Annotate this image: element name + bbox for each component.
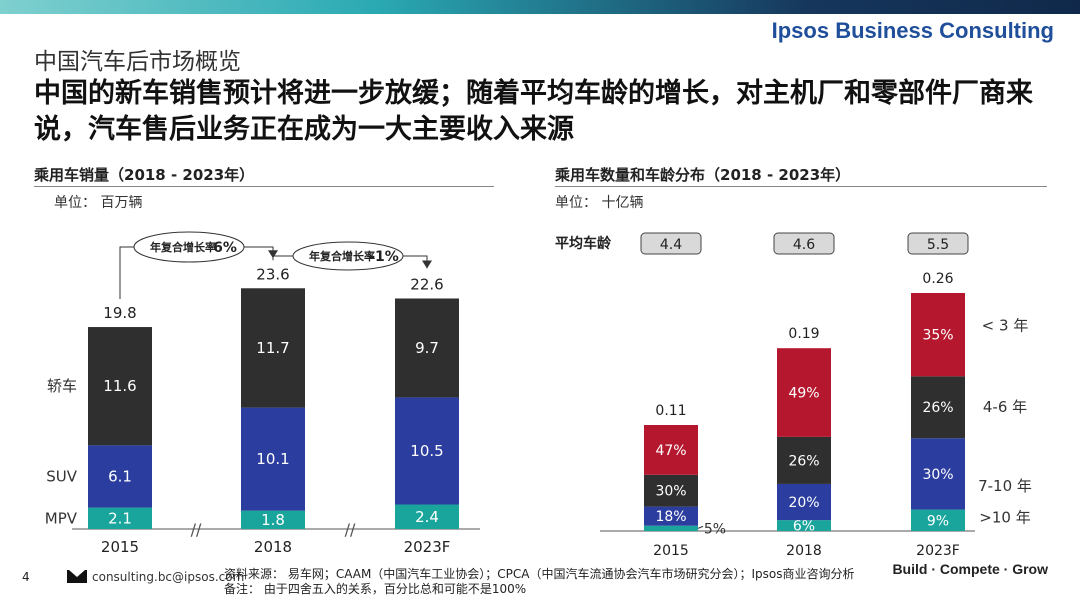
bar-2018-< 3 年 (777, 348, 831, 437)
avg-age-label: 平均车龄 (555, 235, 612, 252)
data-label-2023F-7-10 年: 30% (922, 467, 953, 483)
series-label-SUV: SUV (46, 467, 78, 485)
bar-2018-SUV (241, 407, 305, 511)
cagr-value-1: -1% (369, 249, 399, 265)
bar-2023F-7-10 年 (911, 438, 965, 510)
data-label-2018->10 年: 6% (793, 519, 815, 535)
bar-2023F-轿车 (395, 298, 459, 398)
legend-7-10 年: 7-10 年 (978, 477, 1032, 495)
avg-age-value-2018: 4.6 (793, 237, 815, 253)
bar-2023F-SUV (395, 397, 459, 505)
x-tick-2023F: 2023F (916, 543, 960, 559)
bar-2015-4-6 年 (644, 474, 698, 507)
bar-2015-SUV (88, 445, 152, 508)
tagline: Build · Compete · Grow (892, 561, 1048, 577)
cagr-label-1: 年复合增长率 (309, 249, 375, 263)
page-subtitle: 中国汽车后市场概览 (34, 49, 241, 75)
bar-2015-轿车 (88, 327, 152, 446)
data-label-2023F-轿车: 9.7 (415, 339, 439, 357)
bar-2015-7-10 年 (644, 506, 698, 526)
mail-icon (67, 570, 87, 583)
legend->10 年: >10 年 (979, 508, 1030, 526)
chart2-title: 乘用车数量和车龄分布（2018 - 2023年） (555, 166, 851, 184)
bar-2023F->10 年 (911, 509, 965, 531)
avg-age-value-2023F: 5.5 (927, 237, 949, 253)
x-tick-2023F: 2023F (404, 538, 451, 556)
bar-2015-< 3 年 (644, 425, 698, 475)
data-label-2015-MPV: 2.1 (108, 509, 132, 527)
bar-2018-轿车 (241, 288, 305, 408)
total-label-2023F: 22.6 (410, 275, 443, 293)
leader-line-2015 (697, 525, 704, 529)
cagr-bubble-1 (292, 241, 404, 271)
data-label-2023F-MPV: 2.4 (415, 508, 439, 526)
bar-2018->10 年 (777, 520, 831, 531)
chart2-divider (555, 186, 1047, 187)
avg-age-box-2015 (640, 232, 702, 255)
total-label-2023F: 0.26 (922, 271, 953, 287)
data-label-2015-< 3 年: 47% (655, 443, 686, 459)
legend-< 3 年: < 3 年 (982, 317, 1029, 335)
cagr-connector-left-1 (272, 255, 293, 261)
page-number: 4 (22, 570, 30, 584)
avg-age-box-2018 (773, 232, 835, 255)
data-label-2018-MPV: 1.8 (261, 511, 285, 529)
contact-email[interactable]: consulting.bc@ipsos.com (92, 570, 245, 584)
data-label-2023F-SUV: 10.5 (410, 442, 443, 460)
cagr-connector-left-0 (119, 246, 134, 300)
data-label-2015-SUV: 6.1 (108, 467, 132, 485)
bar-2018-7-10 年 (777, 483, 831, 521)
cagr-arrow-0 (268, 250, 278, 259)
bar-2015-MPV (88, 507, 152, 529)
x-tick-2015: 2015 (101, 538, 139, 556)
total-label-2018: 0.19 (788, 326, 819, 342)
data-label-2023F-< 3 年: 35% (922, 328, 953, 344)
data-label-2018-7-10 年: 20% (788, 495, 819, 511)
bar-2023F-< 3 年 (911, 293, 965, 377)
total-label-2018: 23.6 (256, 265, 289, 283)
bar-2015->10 年 (644, 525, 698, 531)
chart2-unit: 单位： 十亿辆 (555, 195, 644, 211)
bar-2018-4-6 年 (777, 436, 831, 484)
series-label-轿车: 轿车 (47, 377, 77, 395)
bar-2023F-4-6 年 (911, 376, 965, 439)
x-tick-2018: 2018 (254, 538, 292, 556)
data-label-2018-轿车: 11.7 (256, 339, 289, 357)
avg-age-value-2015: 4.4 (660, 237, 682, 253)
cagr-label-0: 年复合增长率 (150, 240, 216, 254)
top-banner (0, 0, 1080, 14)
cagr-value-0: 6% (213, 240, 237, 256)
bar-2018-MPV (241, 510, 305, 529)
data-label-2018-SUV: 10.1 (256, 450, 289, 468)
x-tick-2015: 2015 (653, 543, 689, 559)
x-tick-2018: 2018 (786, 543, 822, 559)
total-label-2015: 19.8 (103, 304, 136, 322)
source-note: 资料来源： 易车网；CAAM（中国汽车工业协会）；CPCA（中国汽车流通协会汽车… (224, 567, 855, 581)
axis-break-1: // (345, 520, 356, 539)
avg-age-box-2023F (907, 232, 969, 255)
data-label-2015-4-6 年: 30% (655, 484, 686, 500)
data-label-2023F->10 年: 9% (927, 513, 949, 529)
data-label-2015->10 年: 5% (704, 521, 726, 537)
cagr-arrow-1 (422, 260, 432, 269)
bar-2023F-MPV (395, 504, 459, 529)
cagr-bubble-0 (133, 231, 245, 263)
brand-logo: Ipsos Business Consulting (771, 18, 1054, 43)
series-label-MPV: MPV (45, 509, 78, 527)
rounding-note: 备注： 由于四舍五入的关系，百分比总和可能不是100% (224, 582, 527, 596)
axis-break-0: // (191, 520, 202, 539)
total-label-2015: 0.11 (655, 403, 686, 419)
data-label-2023F-4-6 年: 26% (922, 400, 953, 416)
data-label-2018-4-6 年: 26% (788, 453, 819, 469)
page-headline: 中国的新车销售预计将进一步放缓；随着平均车龄的增长，对主机厂和零部件厂商来说，汽… (34, 78, 1033, 145)
data-label-2015-轿车: 11.6 (103, 377, 136, 395)
data-label-2015-7-10 年: 18% (655, 509, 686, 525)
legend-4-6 年: 4-6 年 (983, 398, 1027, 416)
cagr-connector-right-0 (244, 246, 274, 259)
chart1-unit: 单位： 百万辆 (54, 195, 143, 211)
data-label-2018-< 3 年: 49% (788, 386, 819, 402)
chart1-divider (34, 186, 494, 187)
chart1-title: 乘用车销量（2018 - 2023年） (34, 166, 255, 184)
